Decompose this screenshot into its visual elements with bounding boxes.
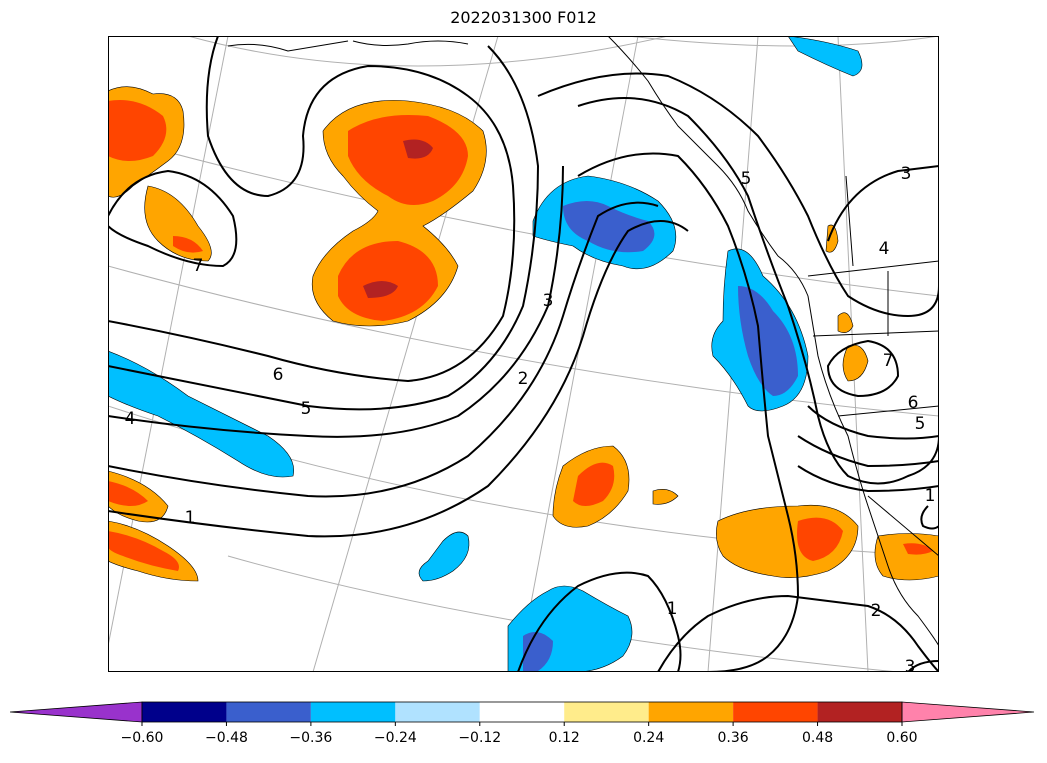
colorbar-tick-label: 0.36: [718, 730, 749, 746]
colorbar-bin: [733, 702, 818, 722]
graticule-lines: [108, 36, 939, 672]
colorbar-bin: [226, 702, 311, 722]
colorbar-bin: [395, 702, 480, 722]
contour-label: 3: [905, 657, 916, 672]
colorbar-bin: [817, 702, 902, 722]
contour-label: 7: [193, 256, 204, 276]
contour-label: 4: [879, 239, 890, 259]
contour-label: 5: [301, 399, 312, 419]
colorbar-outline: [141, 701, 903, 723]
colorbar-tick-label: 0.60: [886, 730, 917, 746]
colorbar-bin: [564, 702, 649, 722]
colorbar-bin: [479, 702, 565, 722]
colorbar-tick-label: −0.60: [121, 730, 164, 746]
contour-label: 6: [908, 393, 919, 413]
contour-label: 5: [915, 414, 926, 434]
contour-label: 2: [871, 601, 882, 621]
contour-labels: 7 6 5 4 3 2 1 3 5 4 7 6 5 1 1 2 3: [125, 164, 936, 672]
contour-label: 3: [901, 164, 912, 184]
colorbar-tick-label: −0.36: [289, 730, 332, 746]
colorbar-extend-low: [10, 701, 143, 723]
colorbar-extend-high: [901, 701, 1035, 723]
contour-lines: [108, 36, 939, 672]
map-panel: 7 6 5 4 3 2 1 3 5 4 7 6 5 1 1 2 3: [108, 36, 939, 672]
contour-label: 1: [185, 508, 196, 528]
contour-label: 7: [883, 351, 894, 371]
contour-label: 3: [543, 291, 554, 311]
contour-label: 2: [518, 369, 529, 389]
contour-label: 4: [125, 409, 136, 429]
colorbar-tick-label: −0.48: [205, 730, 248, 746]
colorbar-tick-label: −0.24: [374, 730, 417, 746]
anomaly-shading: [108, 36, 939, 672]
colorbar-tick-label: 0.48: [802, 730, 833, 746]
colorbar: −0.60 −0.48 −0.36 −0.24 −0.12 0.12 0.24 0.36 0.4…: [10, 701, 1035, 746]
colorbar-bin: [310, 702, 396, 722]
colorbar-tick-label: −0.12: [458, 730, 501, 746]
contour-label: 5: [741, 169, 752, 189]
coastlines: [227, 36, 939, 647]
contour-label: 1: [925, 486, 936, 506]
map-border: [108, 36, 939, 672]
colorbar-bin: [648, 702, 734, 722]
contour-label: 1: [667, 599, 678, 619]
contour-label: 6: [273, 365, 284, 385]
colorbar-tick-label: 0.24: [633, 730, 664, 746]
map-title: 2022031300 F012: [450, 8, 597, 27]
colorbar-bin: [142, 702, 227, 722]
colorbar-tick-label: 0.12: [549, 730, 580, 746]
